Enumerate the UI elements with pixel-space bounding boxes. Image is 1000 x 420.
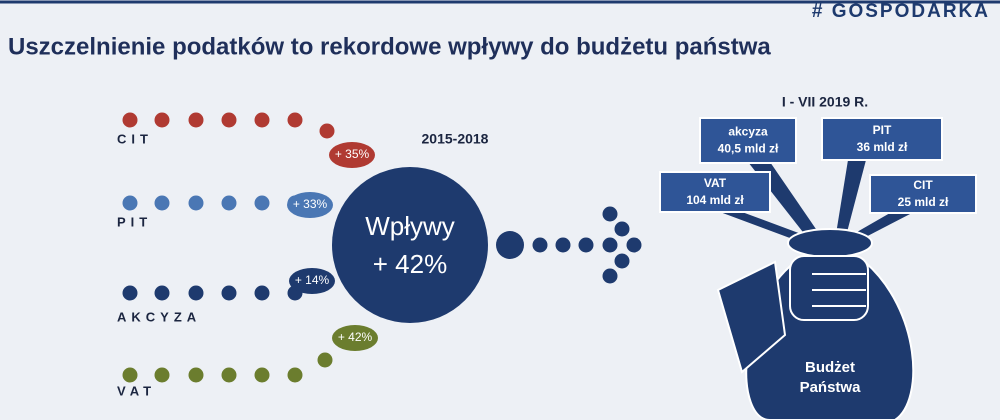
tax-amount: 104 mld zł [686,193,744,207]
callout-tail [836,160,866,236]
sleeve [716,260,787,374]
dot [254,285,270,301]
tax-box [869,174,977,214]
center-period: 2015-2018 [422,131,489,147]
dot [154,367,170,383]
arrow-dot [496,231,524,259]
dot [317,352,333,368]
dot [122,195,138,211]
source-label: PIT [117,214,152,229]
dot [188,195,204,211]
dot [154,195,170,211]
change-badge [329,142,375,168]
header-tag: # GOSPODARKA [812,1,990,22]
arrow-dot [602,206,618,222]
change-label: + 33% [293,197,328,211]
dot [287,112,303,128]
dot [122,285,138,301]
source-label: CIT [117,131,153,146]
dot [221,112,237,128]
tax-name: akcyza [728,125,768,139]
bag-label: Budżet [805,359,855,376]
change-badge [289,268,335,294]
dot [188,112,204,128]
dot [221,195,237,211]
dot [254,195,270,211]
arrow-dot [555,237,571,253]
tax-name: VAT [704,176,727,190]
bag: Budżet Państwa [716,160,915,420]
tax-box [821,117,943,161]
source-label: VAT [117,383,156,398]
center-circle [332,167,488,323]
dot [122,112,138,128]
tax-box [699,117,797,164]
center-change: + 42% [373,249,447,279]
dot [154,285,170,301]
tax-amount: 40,5 mld zł [718,142,779,156]
arrow-dot [578,237,594,253]
change-label: + 35% [335,147,370,161]
dot [221,285,237,301]
change-label: + 42% [338,330,373,344]
arrow-dot [626,237,642,253]
dot [319,123,335,139]
dot [287,367,303,383]
arrow-dot [532,237,548,253]
dot [122,367,138,383]
tax-box [659,171,771,213]
title: Uszczelnienie podatków to rekordowe wpły… [8,33,771,60]
dot [254,367,270,383]
fist [789,255,869,321]
arrow-dot [602,268,618,284]
dot [221,367,237,383]
change-badge [287,192,333,218]
budget-period: I - VII 2019 R. [782,94,868,110]
change-badge [332,325,378,351]
tax-amount: 36 mld zł [857,140,908,154]
tax-name: PIT [873,123,892,137]
arrow-dot [614,253,630,269]
dot [188,285,204,301]
bag-knot [787,228,873,258]
bag-label: Państwa [800,379,862,396]
dot [154,112,170,128]
dot [254,112,270,128]
center-label: Wpływy [365,211,455,241]
change-label: + 14% [295,273,330,287]
dot [188,367,204,383]
arrow-dot [602,237,618,253]
callout-tail [720,212,812,244]
tax-name: CIT [913,178,933,192]
arrow-dot [614,221,630,237]
source-label: AKCYZA [117,309,201,324]
tax-amount: 25 mld zł [898,195,949,209]
